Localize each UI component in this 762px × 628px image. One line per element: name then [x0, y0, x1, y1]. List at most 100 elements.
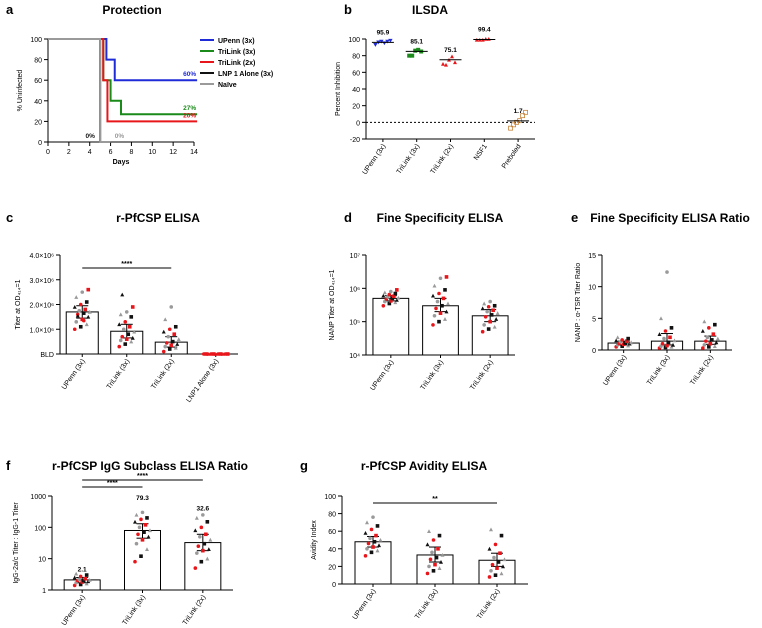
panel-a-end-label: 20% — [183, 112, 196, 119]
panel-g-sig-label: ** — [432, 496, 438, 503]
panel-g-point — [378, 538, 383, 542]
panel-c-point — [164, 341, 169, 345]
panel-d-point — [437, 291, 441, 296]
panel-a-x-tick-label: 6 — [109, 149, 113, 156]
panel-b-point — [450, 54, 454, 59]
panel-f-point — [206, 547, 211, 552]
panel-b-mean-label: 85.1 — [410, 38, 423, 45]
panel-g-point — [430, 550, 434, 555]
panel-d-point — [488, 299, 492, 304]
panel-e-point — [702, 343, 707, 347]
panel-c-point — [169, 343, 174, 348]
panel-c-title: r-PfCSP ELISA — [116, 211, 200, 225]
panel-c-y-tick-label: 2.0×10⁶ — [30, 303, 55, 310]
panel-d-point — [382, 290, 387, 295]
panel-d-point — [482, 323, 486, 327]
panel-c-point — [117, 322, 122, 327]
panel-f-point — [148, 528, 152, 533]
panel-e-point — [702, 319, 707, 324]
panel-c-x-tick-label: TriLink (3x) — [106, 358, 132, 390]
panel-g-point — [501, 564, 505, 569]
panel-d-point — [437, 319, 441, 324]
panel-b-point — [379, 39, 384, 44]
panel-c-y-tick-label: 3.0×10⁶ — [30, 278, 55, 285]
panel-b-point — [388, 38, 393, 43]
panel-c-point — [86, 287, 91, 292]
panel-e-point — [657, 332, 662, 336]
panel-a-x-tick-label: 10 — [148, 149, 156, 156]
panel-c-point — [175, 342, 180, 346]
panel-c-point — [72, 327, 77, 332]
panel-f-point — [139, 554, 143, 558]
panel-d-point — [486, 327, 491, 331]
panel-a-x-tick-label: 8 — [129, 149, 133, 156]
panel-f-point — [199, 525, 204, 530]
panel-c-point — [120, 334, 125, 339]
panel-f-x-tick-label: UPenn (3x) — [61, 594, 87, 627]
panel-c-point — [170, 339, 175, 344]
panel-e-point — [707, 326, 711, 330]
panel-a-series-line — [48, 38, 102, 142]
panel-e-y-axis-label: NANP : α-TSR Titer Ratio — [575, 263, 582, 342]
panel-g-letter: g — [300, 458, 308, 473]
panel-c-point — [167, 327, 172, 332]
panel-a-x-tick-label: 2 — [67, 149, 71, 156]
panel-f-point — [140, 538, 145, 542]
panel-b-point — [511, 122, 517, 128]
panel-f-point — [81, 578, 86, 583]
panel-g-point — [490, 562, 495, 567]
panel-c-point — [83, 307, 88, 312]
panel-f-point — [201, 548, 205, 553]
panel-g-point — [375, 548, 380, 553]
panel-g-point — [487, 546, 492, 551]
panel-f-point — [83, 576, 87, 581]
panel-d-point — [440, 303, 444, 308]
panel-b-x-tick-label: TriLink (2x) — [429, 143, 455, 175]
panel-a-y-tick-label: 100 — [30, 37, 42, 44]
panel-c-sig-label: **** — [121, 261, 132, 268]
panel-e-point — [711, 332, 716, 336]
panel-d-point — [390, 296, 395, 301]
panel-f-point — [145, 547, 149, 552]
panel-e-point — [629, 340, 634, 345]
panel-c-point — [74, 295, 79, 299]
panel-a-x-tick-label: 14 — [190, 149, 198, 156]
panel-b-y-tick-label: 20 — [352, 104, 360, 111]
panel-g-point — [499, 533, 504, 538]
panel-c-point — [225, 352, 230, 356]
panel-a-legend-label: UPenn (3x) — [218, 38, 255, 45]
panel-d-point — [486, 304, 491, 309]
panel-c-point — [130, 305, 135, 309]
panel-b-y-tick-label: 100 — [348, 37, 360, 44]
panel-b-y-axis-label: Percent Inhibition — [335, 62, 342, 116]
panel-a-y-tick-label: 80 — [34, 58, 42, 65]
panel-c-point — [118, 312, 123, 317]
panel-g-point — [487, 575, 492, 579]
panel-b-point — [508, 125, 514, 131]
panel-b-x-tick-label: TriLink (3x) — [396, 143, 422, 175]
panel-c-point — [77, 308, 82, 313]
panel-c-point — [129, 339, 134, 344]
panel-g-point — [489, 527, 493, 532]
panel-d-point — [381, 303, 386, 308]
panel-e-point — [712, 344, 717, 348]
panel-c-point — [80, 317, 85, 322]
panel-a-end-label: 60% — [183, 71, 196, 78]
panel-d-point — [441, 296, 446, 301]
panel-c-point — [161, 329, 166, 334]
panel-e-point — [624, 339, 629, 343]
panel-f-point — [78, 582, 83, 587]
panel-g-point — [377, 543, 381, 548]
panel-c-point — [173, 345, 178, 350]
panel-g-x-tick-label: TriLink (3x) — [414, 588, 440, 620]
panel-f-point — [145, 516, 149, 520]
panel-f-y-tick-label: 1 — [42, 588, 46, 595]
panel-g-point — [434, 555, 439, 560]
panel-e-point — [671, 342, 675, 347]
panel-d-point — [381, 293, 386, 298]
panel-g-point — [369, 550, 374, 555]
panel-a-y-tick-label: 40 — [34, 99, 42, 106]
panel-g-point — [431, 569, 436, 573]
panel-a-y-tick-label: 60 — [34, 78, 42, 85]
